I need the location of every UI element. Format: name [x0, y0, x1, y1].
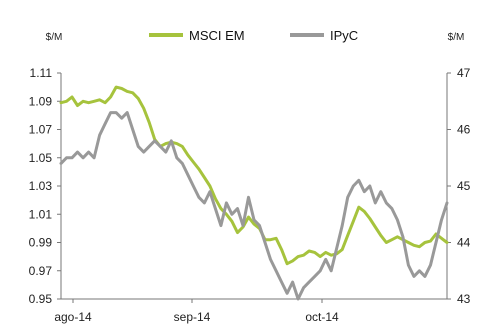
left-tick-label: 0.97: [29, 264, 53, 278]
left-tick-label: 1.05: [29, 151, 53, 165]
x-axis-ticks: ago-14 sep-14 oct-14: [54, 299, 339, 324]
right-tick-label: 45: [457, 179, 471, 193]
left-tick-label: 0.99: [29, 236, 53, 250]
right-axis-ticks: 47 46 45 44 43: [447, 66, 471, 306]
left-tick-label: 0.95: [29, 292, 53, 306]
axes: [60, 73, 448, 300]
legend-label: IPyC: [330, 28, 358, 43]
x-tick-label: oct-14: [305, 310, 339, 324]
x-tick-label: sep-14: [174, 310, 211, 324]
series-layer: [59, 85, 449, 301]
right-tick-label: 47: [457, 66, 471, 80]
series-line-msci-em: [59, 85, 449, 266]
left-tick-label: 1.07: [29, 123, 53, 137]
left-tick-label: 1.03: [29, 179, 53, 193]
left-axis-ticks: 1.11 1.09 1.07 1.05 1.03 1.01 0.99 0.97 0.95: [29, 66, 61, 306]
right-tick-label: 44: [457, 236, 471, 250]
axis-units: $/M $/M: [46, 32, 465, 43]
legend: MSCI EM IPyC: [149, 28, 358, 43]
left-tick-label: 1.01: [29, 207, 53, 221]
left-tick-label: 1.11: [30, 66, 53, 80]
right-tick-label: 43: [457, 292, 471, 306]
legend-label: MSCI EM: [189, 28, 245, 43]
series-line-ipyc: [59, 111, 449, 301]
right-axis-unit: $/M: [448, 32, 465, 43]
left-axis-unit: $/M: [46, 32, 63, 43]
x-tick-label: ago-14: [54, 310, 92, 324]
left-tick-label: 1.09: [29, 94, 53, 108]
right-tick-label: 46: [457, 123, 471, 137]
